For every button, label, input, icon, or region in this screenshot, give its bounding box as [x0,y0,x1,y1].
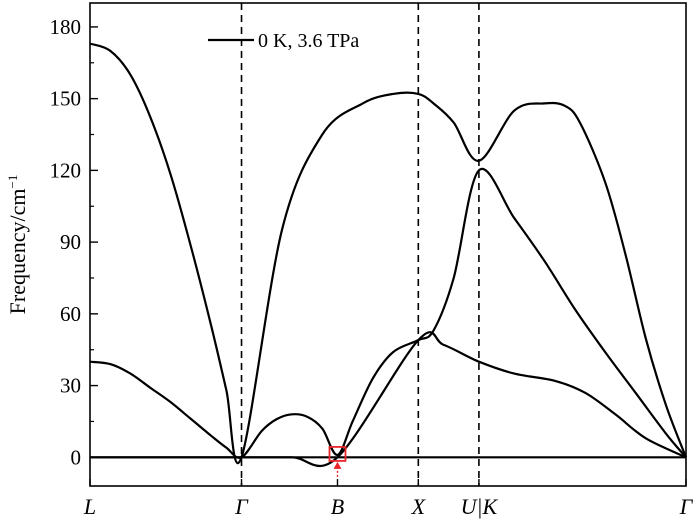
y-tick-label: 30 [60,374,81,398]
x-tick-label: B [331,494,344,519]
y-axis-title-superscript: −1 [5,175,20,189]
legend: 0 K, 3.6 TPa [208,30,359,52]
y-tick-label: 150 [50,87,82,111]
plot-frame [89,2,687,487]
legend-label: 0 K, 3.6 TPa [258,30,359,52]
y-tick-label: 180 [50,15,82,39]
x-tick-label: L [83,494,96,519]
y-tick-label: 0 [71,445,82,469]
x-axis-ticks: L Γ B X U|K Γ [83,479,694,519]
highlight-arrowhead [333,461,342,469]
y-axis-ticks: 0 30 60 90 120 150 180 [50,15,98,469]
x-tick-label: X [411,494,427,519]
highlight-marker-group [328,446,347,477]
y-tick-label: 60 [60,302,81,326]
dispersion-curves [89,42,688,468]
dispersion-branch-2 [89,167,687,459]
x-tick-label: Γ [679,494,694,519]
highlight-square [328,446,347,462]
x-tick-label: U|K [461,494,499,519]
dispersion-branch-3 [90,331,687,468]
y-tick-label: 90 [60,230,81,254]
y-axis-title-main: Frequency/cm [5,188,30,314]
x-tick-label: Γ [234,494,249,519]
y-axis-title: Frequency/cm−1 [5,175,30,315]
high-symmetry-lines [240,3,480,486]
y-tick-label: 120 [50,158,82,182]
dispersion-branch-1 [89,42,688,465]
